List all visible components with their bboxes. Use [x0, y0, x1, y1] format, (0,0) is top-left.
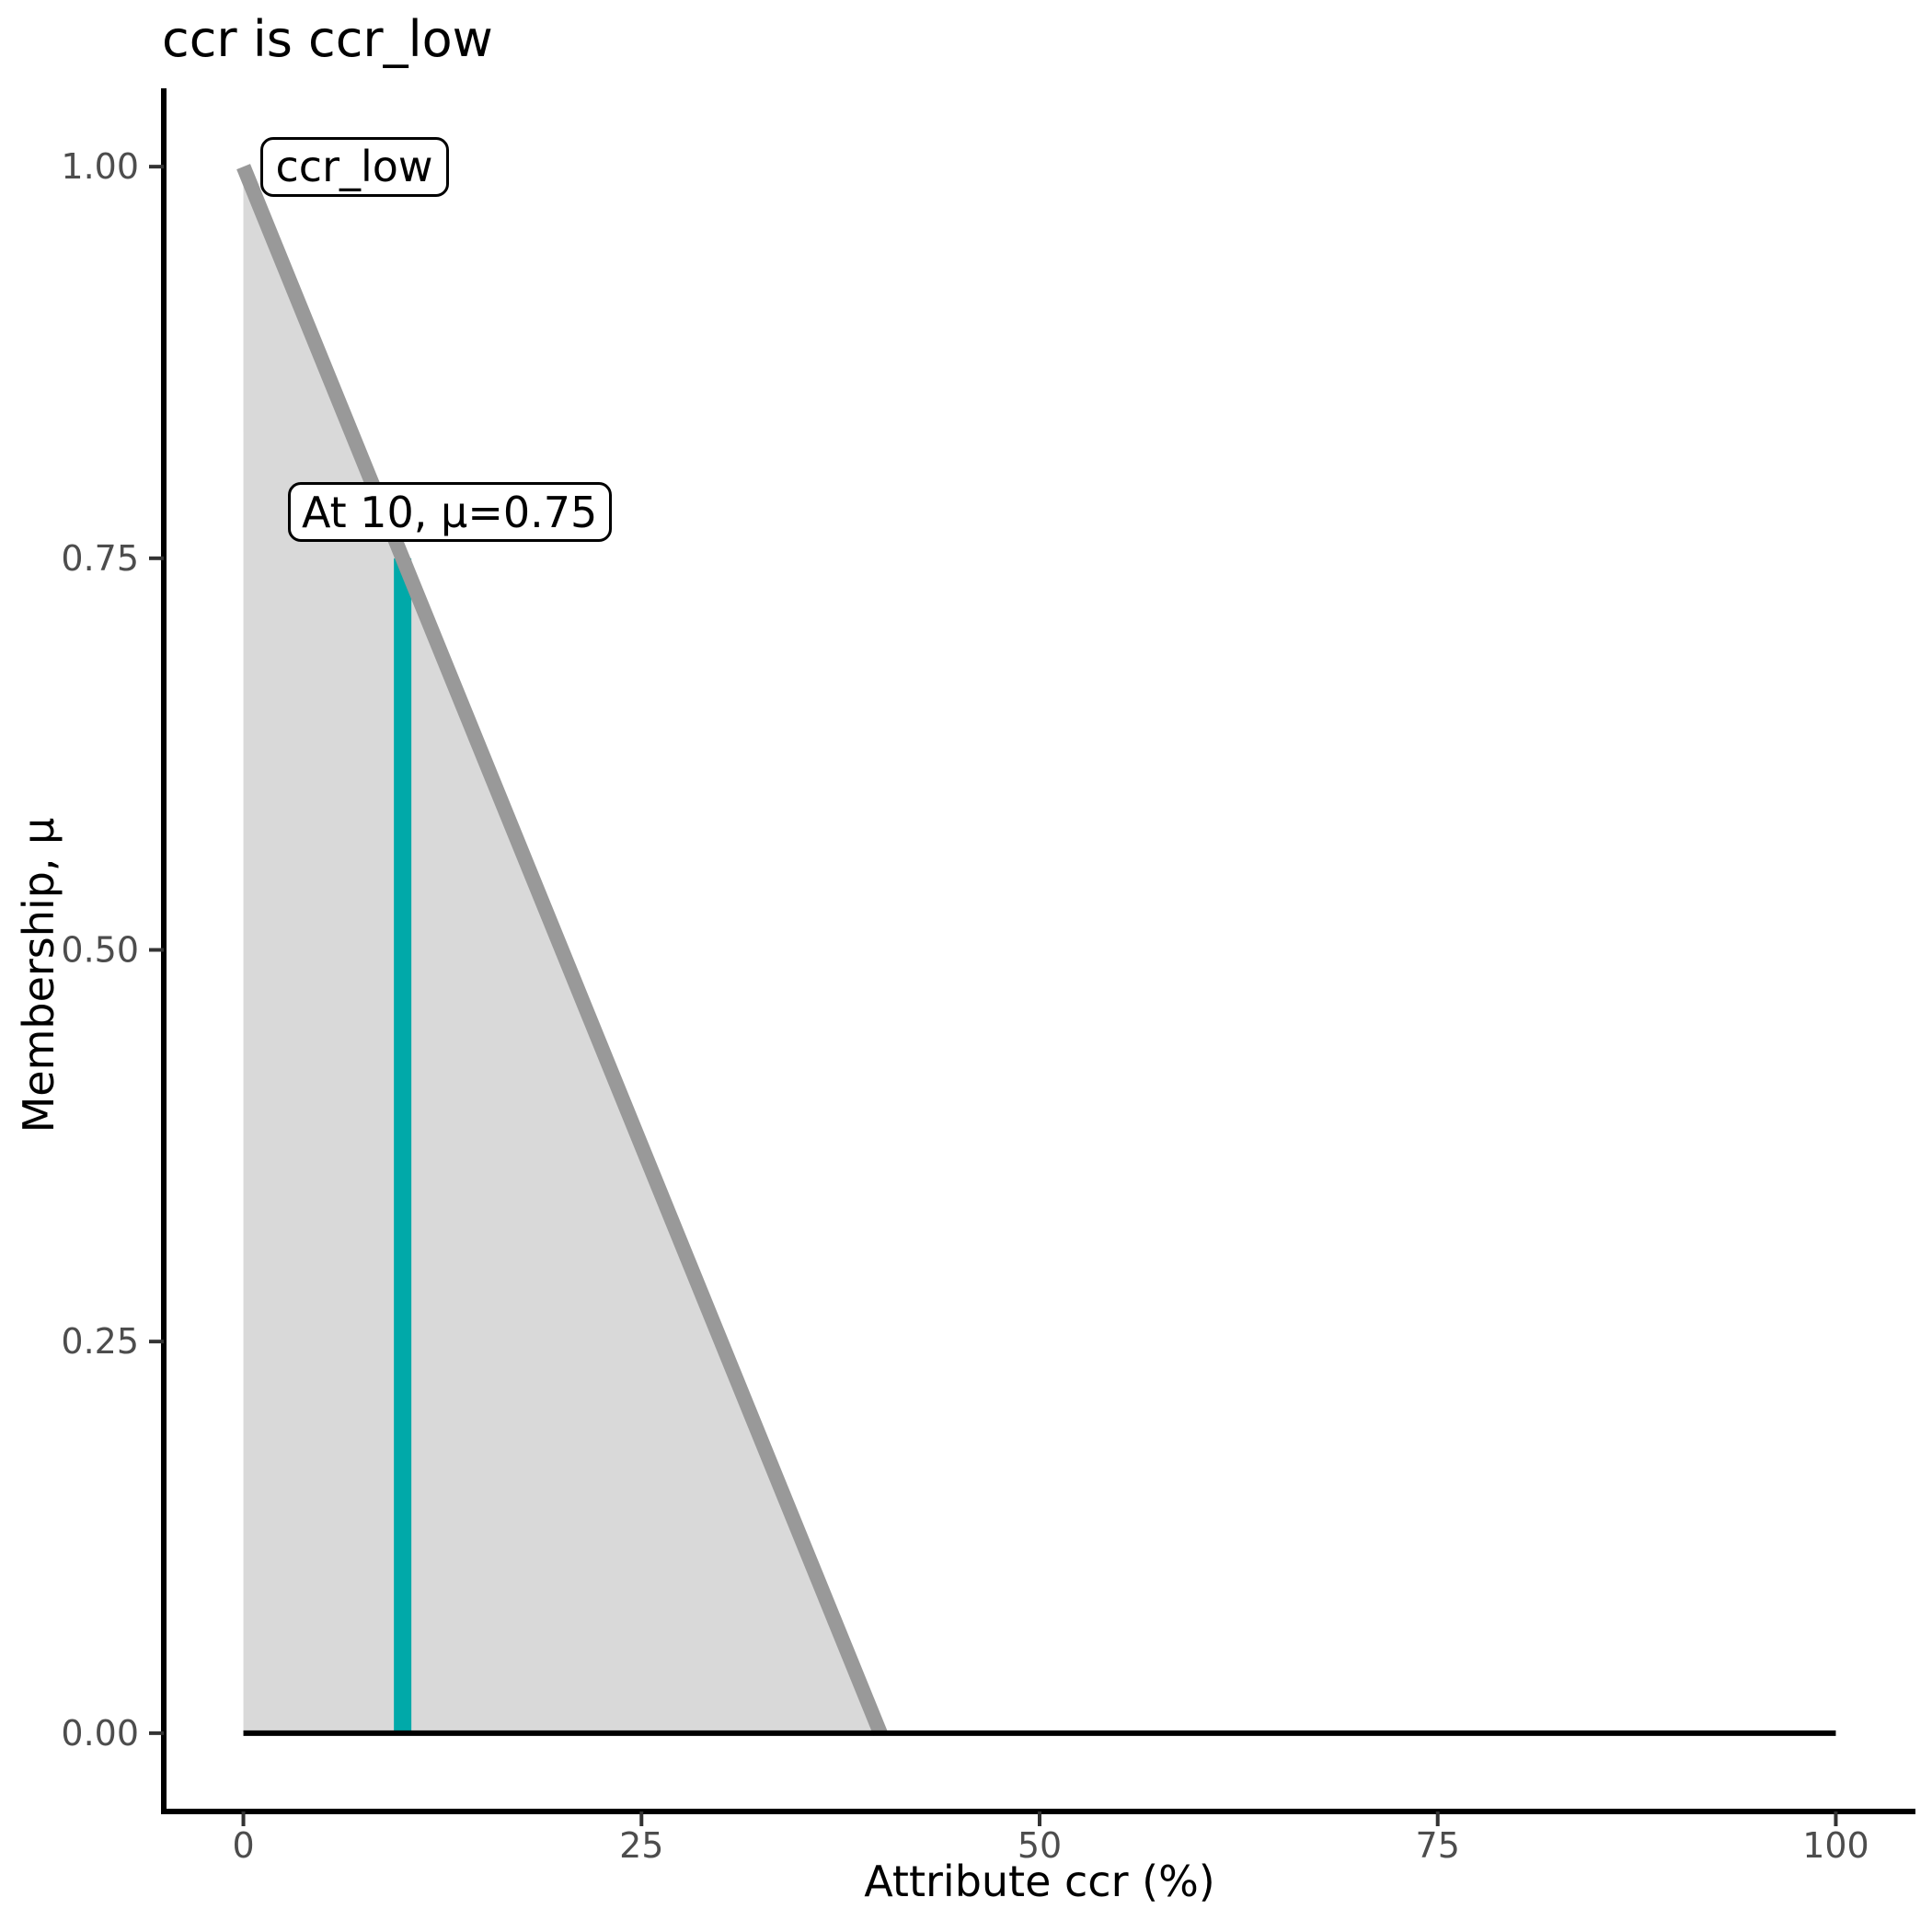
- mf-name-label: ccr_low: [259, 136, 449, 197]
- y-axis-title: Membership, μ: [14, 817, 63, 1133]
- y-tick-label: 0.25: [61, 1321, 139, 1362]
- y-tick-label: 0.75: [61, 538, 139, 579]
- x-tick-label: 75: [1416, 1825, 1460, 1866]
- highlight-point-label: At 10, μ=0.75: [287, 482, 612, 543]
- y-tick-label: 0.00: [61, 1713, 139, 1754]
- y-tick-label: 1.00: [61, 146, 139, 187]
- x-tick-label: 100: [1802, 1825, 1869, 1866]
- x-tick-label: 0: [232, 1825, 254, 1866]
- mf-line: [236, 164, 888, 1736]
- x-tick-label: 50: [1018, 1825, 1062, 1866]
- x-axis-title: Attribute ccr (%): [864, 1857, 1215, 1906]
- x-tick-label: 25: [619, 1825, 663, 1866]
- mf-name-label-text: ccr_low: [275, 142, 433, 192]
- chart-title: ccr is ccr_low: [162, 10, 493, 68]
- highlight-point-label-text: At 10, μ=0.75: [301, 487, 598, 537]
- y-tick-label: 0.50: [61, 930, 139, 971]
